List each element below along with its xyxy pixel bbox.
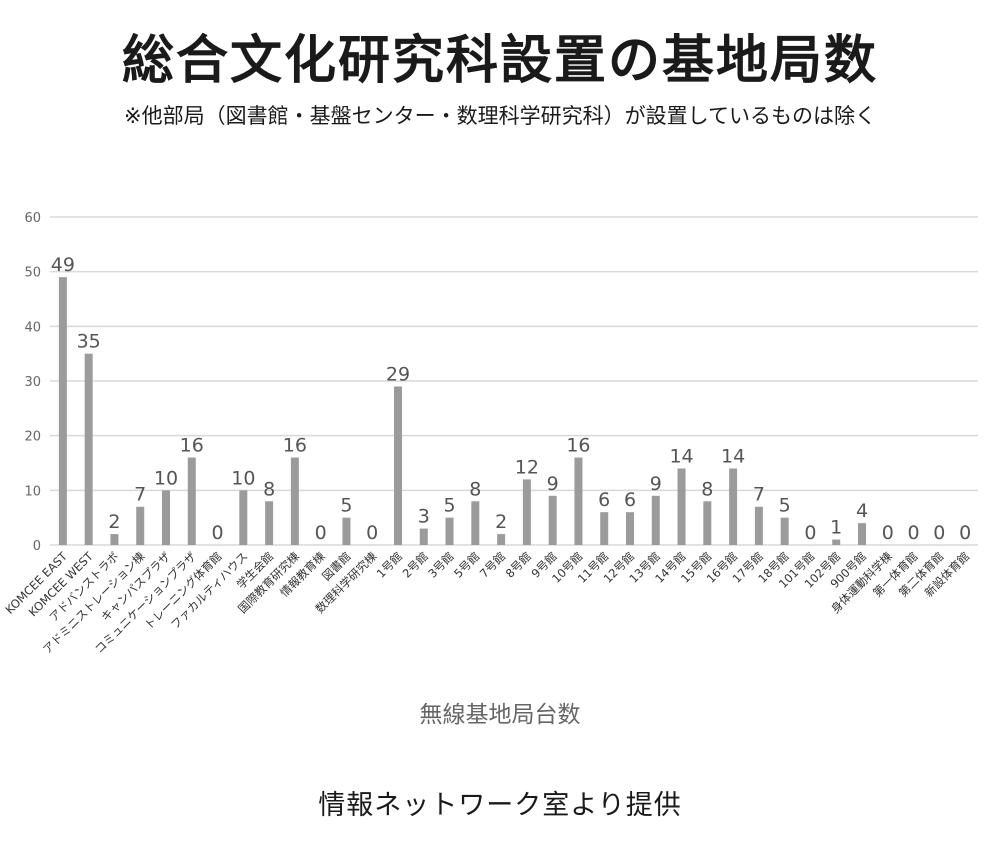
data-label: 16 bbox=[566, 435, 590, 457]
data-label: 2 bbox=[495, 511, 507, 533]
bar bbox=[858, 523, 866, 545]
y-tick-label: 60 bbox=[24, 211, 41, 226]
bar bbox=[84, 353, 93, 545]
data-label: 6 bbox=[598, 489, 610, 511]
data-label: 0 bbox=[882, 522, 894, 544]
y-tick-label: 40 bbox=[24, 320, 41, 335]
bar bbox=[754, 506, 763, 545]
data-label: 14 bbox=[721, 445, 745, 467]
bar bbox=[239, 490, 248, 545]
category-label: 7号館 bbox=[477, 549, 508, 580]
data-label: 8 bbox=[263, 478, 275, 500]
bar bbox=[600, 512, 609, 545]
data-label: 10 bbox=[231, 467, 255, 489]
data-label: 0 bbox=[315, 522, 327, 544]
data-label: 49 bbox=[51, 254, 75, 276]
y-tick-label: 0 bbox=[33, 539, 41, 554]
data-label: 0 bbox=[212, 522, 224, 544]
bar bbox=[187, 457, 196, 545]
category-label: 5号館 bbox=[451, 549, 482, 580]
bar bbox=[548, 495, 557, 545]
category-label: 2号館 bbox=[400, 549, 431, 580]
data-label: 16 bbox=[180, 435, 204, 457]
credit-text: 情報ネットワーク室より提供 bbox=[318, 790, 682, 821]
data-label: 16 bbox=[283, 435, 307, 457]
data-label: 7 bbox=[134, 484, 146, 506]
data-label: 35 bbox=[77, 331, 101, 353]
bar bbox=[703, 501, 712, 545]
bar bbox=[265, 501, 274, 545]
bar bbox=[136, 506, 145, 545]
x-axis-label: 無線基地局台数 bbox=[419, 702, 581, 728]
data-label: 0 bbox=[804, 522, 816, 544]
data-label: 0 bbox=[933, 522, 945, 544]
data-label: 4 bbox=[856, 500, 868, 522]
data-label: 0 bbox=[959, 522, 971, 544]
bar bbox=[497, 534, 506, 545]
category-label: 1号館 bbox=[374, 549, 405, 580]
data-label: 6 bbox=[624, 489, 636, 511]
bar bbox=[522, 479, 531, 545]
data-label: 5 bbox=[779, 495, 791, 517]
bar bbox=[780, 517, 789, 545]
data-label: 10 bbox=[154, 467, 178, 489]
bar bbox=[677, 468, 686, 545]
data-label: 14 bbox=[669, 445, 693, 467]
y-tick-label: 20 bbox=[24, 430, 41, 445]
bar bbox=[162, 490, 170, 545]
data-label: 0 bbox=[366, 522, 378, 544]
category-label: 8号館 bbox=[503, 549, 534, 580]
bar bbox=[342, 517, 351, 545]
chart-title: 総合文化研究科設置の基地局数 bbox=[121, 31, 878, 91]
data-label: 12 bbox=[515, 456, 539, 478]
bar bbox=[651, 495, 660, 545]
data-label: 2 bbox=[108, 511, 120, 533]
chart-subtitle: ※他部局（図書館・基盤センター・数理科学研究科）が設置しているものは除く bbox=[124, 104, 876, 128]
category-label: 3号館 bbox=[425, 549, 456, 580]
bar bbox=[394, 386, 402, 545]
y-tick-label: 10 bbox=[24, 484, 41, 499]
data-label: 9 bbox=[650, 473, 662, 495]
data-label: 5 bbox=[340, 495, 352, 517]
y-tick-label: 50 bbox=[24, 266, 41, 281]
data-label: 9 bbox=[547, 473, 559, 495]
data-label: 8 bbox=[701, 478, 713, 500]
bar bbox=[110, 534, 119, 545]
bar bbox=[290, 457, 299, 545]
data-label: 0 bbox=[908, 522, 920, 544]
bar bbox=[471, 501, 480, 545]
data-label: 29 bbox=[386, 363, 410, 385]
bar bbox=[626, 512, 634, 545]
bar bbox=[729, 468, 738, 545]
bar bbox=[58, 277, 67, 545]
data-label: 3 bbox=[418, 506, 430, 528]
bar bbox=[419, 528, 428, 545]
bar bbox=[445, 517, 454, 545]
data-label: 5 bbox=[444, 495, 456, 517]
y-tick-label: 30 bbox=[24, 375, 41, 390]
data-label: 1 bbox=[830, 517, 842, 539]
bar bbox=[832, 539, 841, 545]
bar bbox=[574, 457, 583, 545]
data-label: 8 bbox=[469, 478, 481, 500]
data-label: 7 bbox=[753, 484, 765, 506]
